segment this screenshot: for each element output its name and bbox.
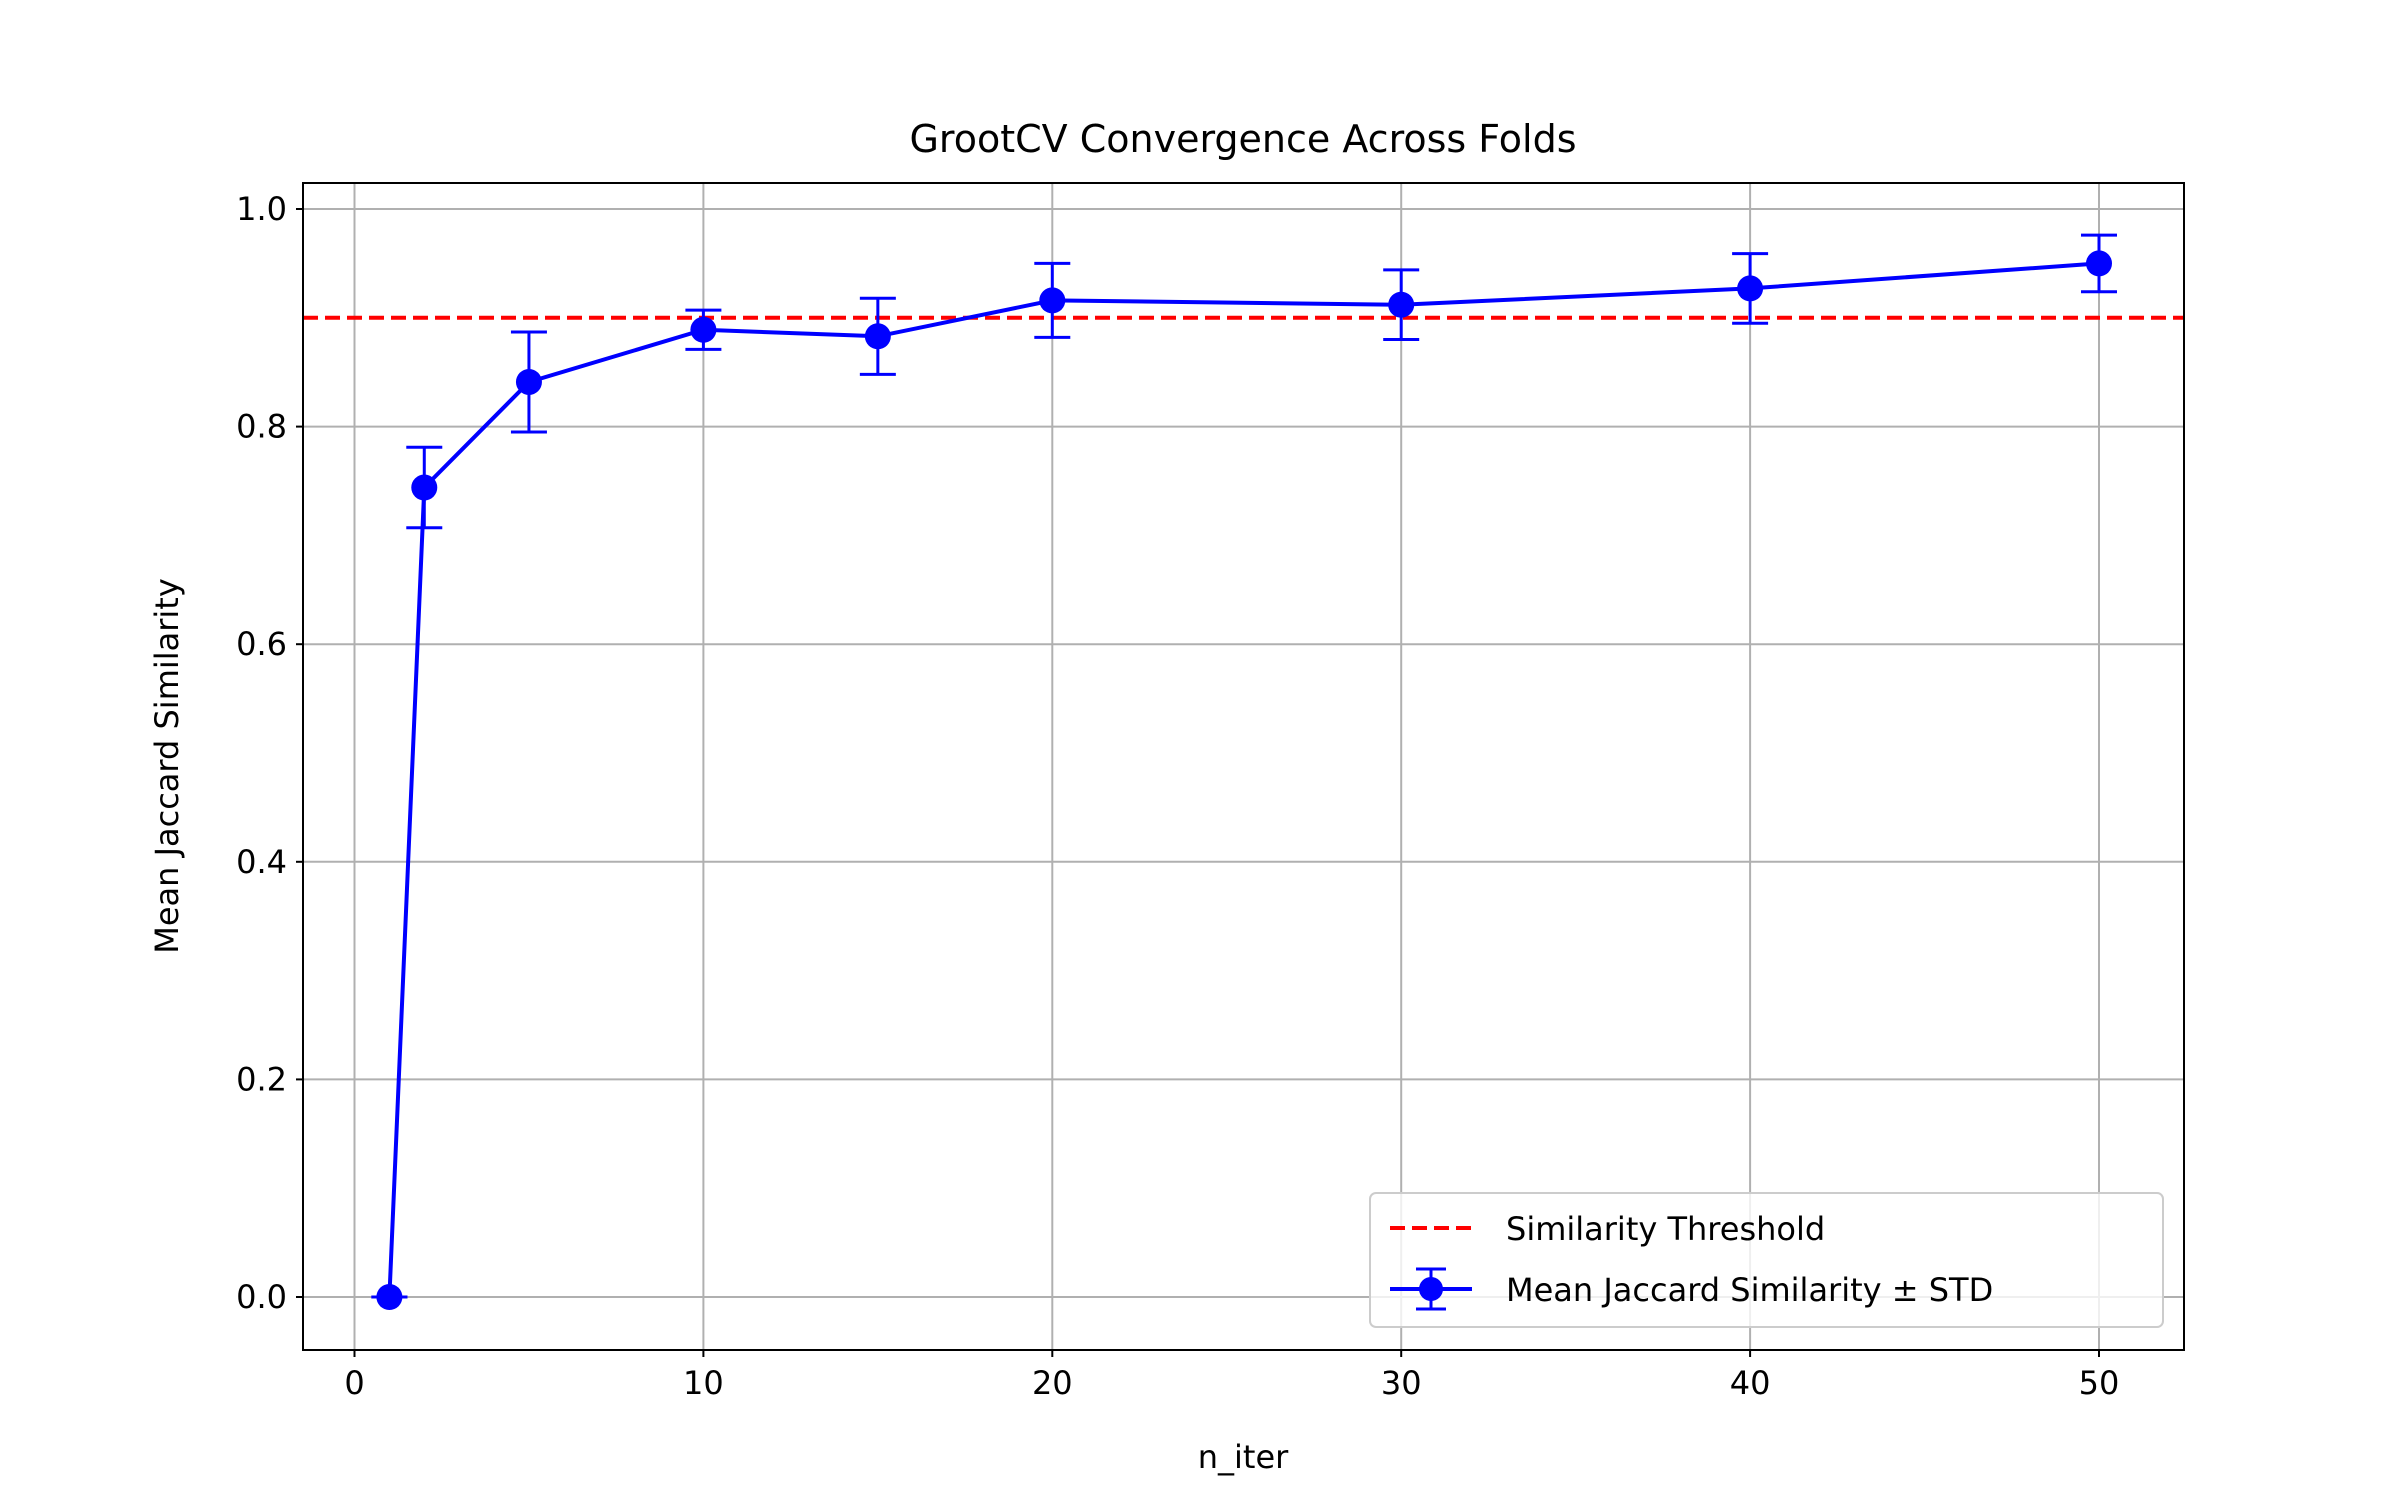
legend-box <box>1369 1192 2164 1328</box>
legend-threshold-label: Similarity Threshold <box>1506 1210 1825 1248</box>
data-point <box>864 323 891 350</box>
y-tick-label: 0.8 <box>236 408 287 446</box>
x-tick-label: 40 <box>1730 1364 1771 1402</box>
x-tick-label: 10 <box>683 1364 724 1402</box>
x-axis-label: n_iter <box>1198 1438 1289 1476</box>
y-tick-label: 1.0 <box>236 190 287 228</box>
legend-series-label: Mean Jaccard Similarity ± STD <box>1506 1271 1993 1309</box>
data-point <box>515 368 542 395</box>
ticks: 0 10 20 30 40 50 0.0 0.2 0.4 0.6 0.8 1.0 <box>236 190 2119 1402</box>
axes-frame <box>302 182 2185 1351</box>
x-tick-label: 0 <box>344 1364 364 1402</box>
plot-area <box>303 233 2184 1310</box>
x-tick-label: 50 <box>2079 1364 2120 1402</box>
data-point <box>1039 287 1066 314</box>
x-tick-label: 20 <box>1032 1364 1073 1402</box>
data-point <box>2086 250 2112 277</box>
legend: Similarity Threshold Mean Jaccard Simila… <box>1369 1192 2164 1328</box>
data-point <box>376 1284 403 1310</box>
data-point <box>411 474 438 501</box>
y-tick-label: 0.6 <box>236 625 287 663</box>
data-point <box>1388 291 1415 318</box>
y-tick-label: 0.4 <box>236 843 287 881</box>
data-point <box>690 316 717 343</box>
chart-title: GrootCV Convergence Across Folds <box>909 117 1576 161</box>
x-tick-label: 30 <box>1381 1364 1422 1402</box>
grid <box>303 183 2184 1350</box>
y-axis-label: Mean Jaccard Similarity <box>148 578 186 954</box>
y-tick-label: 0.0 <box>236 1278 287 1316</box>
data-point <box>1737 275 1764 302</box>
series-line <box>387 261 2100 1298</box>
y-tick-label: 0.2 <box>236 1060 287 1098</box>
legend-series-marker <box>1419 1277 1443 1301</box>
